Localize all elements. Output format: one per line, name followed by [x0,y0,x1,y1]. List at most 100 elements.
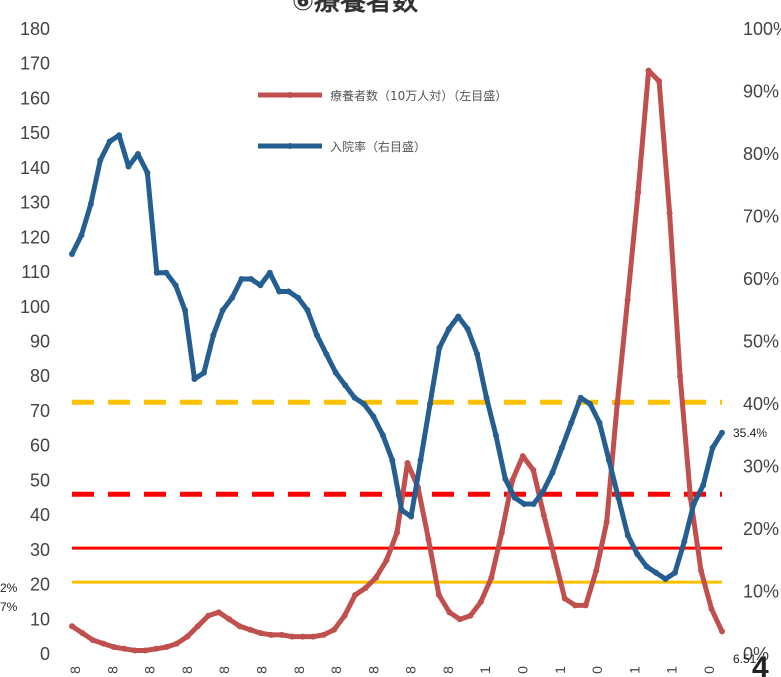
data-point-admission [681,538,688,545]
data-point-admission [87,201,94,207]
data-point-patients [677,373,684,380]
legend: 療養者数（10万人対）（左目盛） 入院率（右目盛） [258,88,507,154]
data-point-patients [404,460,411,467]
data-point-admission [361,401,368,407]
series-line-admission [69,132,725,582]
legend-marker-admission [287,143,293,149]
right-tick-label: 10% [743,582,779,602]
right-tick-label: 0% [743,644,769,664]
x-tick-label: 8 [328,666,344,674]
series-group [69,67,725,654]
data-point-patients [373,574,380,581]
data-point-admission [634,551,641,557]
left-edge-label-2: 7% [0,600,18,614]
data-point-admission [474,351,481,357]
data-point-patients [498,529,505,536]
data-point-patients [624,296,631,303]
data-point-patients [509,477,516,484]
left-tick-label: 50 [30,470,50,490]
right-tick-label: 40% [743,394,779,414]
data-point-admission [605,457,612,464]
data-point-admission [511,494,518,501]
x-tick-label: 8 [179,666,195,674]
data-point-admission [643,563,650,570]
data-point-patients [519,453,526,460]
data-point-admission [653,569,660,576]
data-point-patients [656,78,663,85]
data-point-admission [144,169,151,176]
data-point-admission [624,532,631,539]
data-point-admission [483,394,490,401]
data-point-patients [268,631,275,638]
data-point-admission [116,132,123,139]
data-point-admission [247,276,254,282]
x-tick-label: 1 [664,666,680,674]
x-tick-label: 8 [365,666,381,674]
data-point-patients [352,591,359,598]
data-point-patients [394,529,400,536]
data-point-admission [492,432,499,439]
data-point-patients [593,567,600,574]
data-point-admission [266,269,273,276]
right-tick-label: 60% [743,269,779,289]
data-point-admission [313,332,320,339]
data-point-admission [172,282,179,289]
end-label-admission: 35.4% [733,426,767,440]
data-point-admission [163,269,170,276]
data-point-admission [182,307,189,314]
x-tick-label: 8 [67,666,83,674]
data-point-admission [210,332,217,339]
series-line-patients [69,68,725,653]
data-point-patients [666,210,673,217]
x-tick-label: 8 [216,666,232,674]
data-point-patients [540,512,547,519]
data-point-admission [587,401,594,407]
left-tick-label: 70 [30,401,50,421]
data-point-admission [549,469,556,476]
data-point-admission [342,382,349,389]
left-tick-label: 110 [21,262,50,282]
data-point-admission [455,313,462,320]
data-point-patients [477,598,484,605]
right-tick-label: 20% [743,519,779,539]
data-point-admission [540,488,547,495]
data-point-patients [131,647,138,654]
data-point-admission [229,294,236,301]
left-tick-label: 130 [20,193,50,213]
right-tick-label: 90% [743,82,779,102]
data-point-patients [603,519,610,526]
left-tick-label: 40 [30,505,50,525]
data-point-admission [304,307,311,314]
data-point-patients [456,616,463,623]
data-point-patients [173,640,180,647]
right-tick-label: 70% [743,207,779,227]
data-point-admission [134,151,141,157]
data-point-patients [69,623,75,630]
data-point-admission [596,419,603,426]
x-tick-label: 1 [552,666,568,674]
data-point-admission [257,282,264,289]
data-point-patients [247,626,254,633]
data-point-admission [700,482,707,489]
data-point-patients [320,631,327,638]
data-point-patients [184,633,191,640]
data-point-admission [690,501,697,507]
data-point-admission [200,369,207,376]
x-axis: 8 8 8 8 8 8 8 8 8 8 8 1 0 1 0 1 1 0 [67,666,717,674]
data-point-patients [299,633,306,640]
data-point-admission [719,429,725,436]
data-point-patients [614,401,621,407]
x-tick-label: 1 [626,666,642,674]
data-point-admission [408,513,415,520]
left-tick-label: 120 [20,227,50,247]
data-point-admission [78,232,85,239]
data-point-patients [100,640,107,647]
data-point-patients [341,612,348,619]
data-point-admission [662,576,669,582]
left-tick-label: 180 [20,19,50,39]
left-tick-label: 90 [30,332,50,352]
x-tick-label: 8 [104,666,120,674]
data-point-admission [276,288,283,295]
data-point-admission [238,276,245,282]
data-point-admission [671,569,678,576]
